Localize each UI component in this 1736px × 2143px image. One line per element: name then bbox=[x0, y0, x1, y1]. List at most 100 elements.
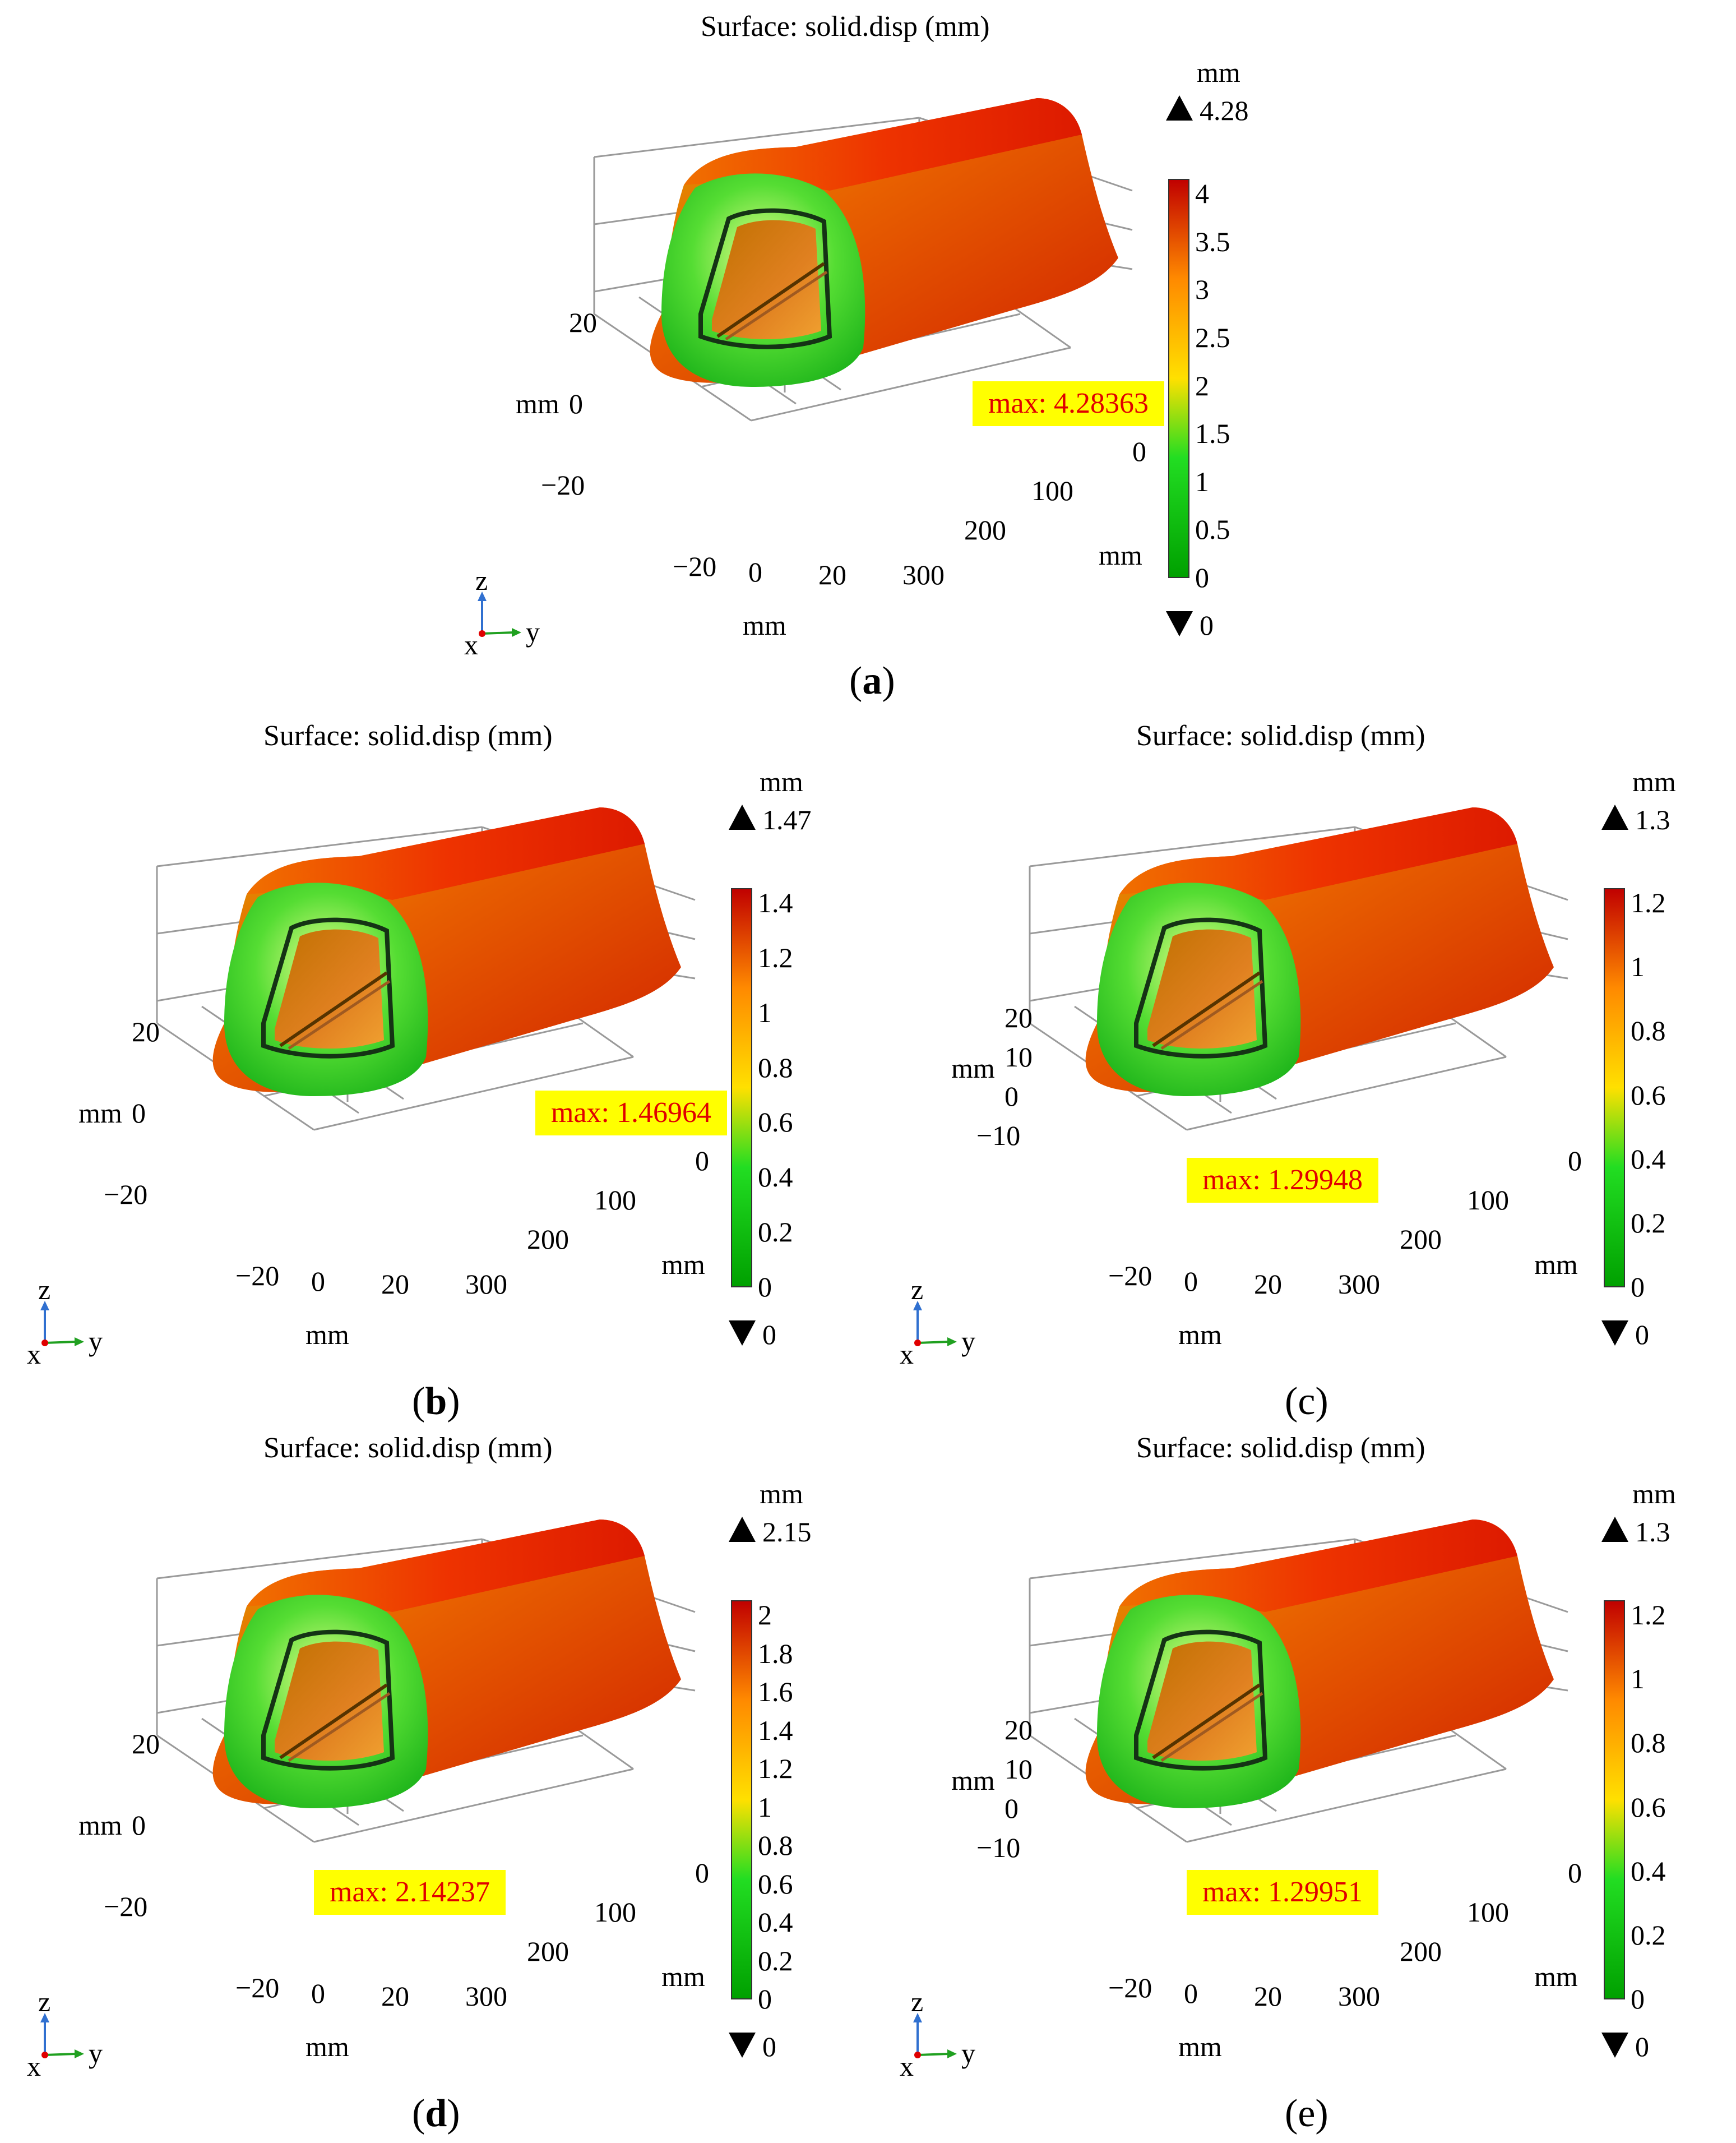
panel-a: Surface: solid.disp (mm) mm 4.28 0 4 3.5 3 2.5 2… bbox=[437, 0, 1300, 701]
triad-z-label: z bbox=[911, 1274, 924, 1305]
y-tick-label: 300 bbox=[1338, 1268, 1380, 1300]
max-annotation: max: 4.28363 bbox=[973, 381, 1164, 426]
colorbar-tick-label: 1.6 bbox=[758, 1676, 793, 1707]
x-tick-label: 20 bbox=[818, 559, 846, 590]
x-axis-unit: mm bbox=[1178, 2031, 1222, 2062]
caption-close: ) bbox=[447, 1380, 460, 1423]
colorbar-max-value: 1.47 bbox=[762, 804, 812, 835]
colorbar-tick-label: 1.4 bbox=[758, 1714, 793, 1746]
panel-caption: (b) bbox=[412, 1382, 460, 1421]
colorbar-tick-label: 0.8 bbox=[758, 1051, 793, 1083]
y-axis-unit: mm bbox=[1534, 1249, 1578, 1280]
caption-letter: d bbox=[425, 2092, 447, 2135]
colorbar-max-value: 4.28 bbox=[1200, 95, 1249, 126]
triad-z-label: z bbox=[475, 565, 488, 596]
colorbar-tick-label: 0.4 bbox=[1631, 1143, 1666, 1175]
deformed-beam bbox=[1085, 807, 1554, 1096]
x-tick-label: 20 bbox=[381, 1268, 409, 1300]
y-tick-label: 200 bbox=[1400, 1223, 1442, 1255]
x-tick-label: 0 bbox=[311, 1266, 325, 1297]
colorbar-max-value: 2.15 bbox=[762, 1516, 812, 1548]
min-triangle-icon bbox=[1601, 1320, 1628, 1346]
deformed-beam bbox=[212, 807, 681, 1096]
caption-open: ( bbox=[1285, 1380, 1298, 1423]
z-tick-label: −20 bbox=[104, 1891, 148, 1922]
colorbar-tick-label: 4 bbox=[1195, 178, 1209, 209]
colorbar bbox=[1166, 95, 1193, 636]
colorbar-tick-label: 1.2 bbox=[758, 1753, 793, 1784]
colorbar-min-value: 0 bbox=[1200, 609, 1214, 641]
max-annotation: max: 1.29948 bbox=[1187, 1158, 1378, 1203]
colorbar-tick-label: 0.4 bbox=[758, 1161, 793, 1193]
x-axis-unit: mm bbox=[305, 1319, 349, 1350]
colorbar-tick-label: 1 bbox=[758, 1791, 772, 1823]
x-tick-label: −20 bbox=[235, 1972, 280, 2003]
max-annotation: max: 1.46964 bbox=[535, 1091, 727, 1135]
colorbar-tick-label: 1 bbox=[1195, 465, 1209, 497]
colorbar-tick-label: 0.2 bbox=[758, 1945, 793, 1976]
axis-triad bbox=[478, 592, 521, 637]
max-triangle-icon bbox=[1601, 805, 1628, 830]
triad-x-label: x bbox=[27, 2050, 41, 2082]
caption-letter: e bbox=[1298, 2092, 1316, 2135]
z-axis-unit: mm bbox=[951, 1765, 995, 1796]
colorbar-tick-label: 3.5 bbox=[1195, 225, 1230, 257]
plot-scene bbox=[913, 1517, 1628, 2058]
colorbar-tick-label: 1.2 bbox=[1631, 1599, 1666, 1631]
panel-caption: (c) bbox=[1285, 1382, 1328, 1421]
colorbar-tick-label: 0.2 bbox=[758, 1216, 793, 1248]
colorbar-max-value: 1.3 bbox=[1635, 1516, 1670, 1548]
axis-triad bbox=[913, 2013, 957, 2058]
colorbar-min-value: 0 bbox=[1635, 2031, 1649, 2062]
colorbar-tick-label: 1 bbox=[1631, 1663, 1645, 1695]
colorbar-tick-label: 0.6 bbox=[1631, 1791, 1666, 1823]
triad-z-label: z bbox=[38, 1274, 51, 1305]
triad-x-label: x bbox=[900, 2050, 914, 2082]
axis-triad bbox=[40, 1301, 84, 1346]
max-triangle-icon bbox=[729, 1517, 756, 1542]
colorbar-tick-label: 0 bbox=[1631, 1983, 1645, 2015]
x-tick-label: 0 bbox=[1184, 1266, 1198, 1297]
colorbar-tick-label: 1.2 bbox=[1631, 887, 1666, 918]
min-triangle-icon bbox=[1601, 2033, 1628, 2058]
max-triangle-icon bbox=[1601, 1517, 1628, 1542]
colorbar-tick-label: 0.8 bbox=[1631, 1727, 1666, 1759]
y-tick-label: 200 bbox=[527, 1936, 569, 1967]
min-triangle-icon bbox=[729, 2033, 756, 2058]
y-tick-label: 100 bbox=[1467, 1184, 1509, 1216]
colorbar-tick-label: 1 bbox=[758, 996, 772, 1028]
x-tick-label: −20 bbox=[1108, 1972, 1152, 2003]
colorbar-max-value: 1.3 bbox=[1635, 804, 1670, 835]
colorbar-tick-label: 0 bbox=[758, 1271, 772, 1303]
x-tick-label: 20 bbox=[1254, 1268, 1282, 1300]
x-tick-label: 0 bbox=[1184, 1978, 1198, 2009]
z-tick-label: −10 bbox=[976, 1832, 1021, 1863]
y-tick-label: 300 bbox=[1338, 1980, 1380, 2012]
deformed-beam bbox=[650, 98, 1118, 387]
colorbar-tick-label: 1.2 bbox=[758, 941, 793, 973]
caption-open: ( bbox=[849, 659, 863, 703]
z-tick-label: 20 bbox=[569, 307, 597, 338]
panel-caption: (d) bbox=[412, 2094, 460, 2133]
plot-scene bbox=[40, 805, 756, 1346]
triad-z-label: z bbox=[911, 1986, 924, 2017]
y-tick-label: 0 bbox=[1568, 1857, 1582, 1888]
max-annotation: max: 2.14237 bbox=[314, 1870, 506, 1915]
colorbar-tick-label: 0.4 bbox=[758, 1906, 793, 1938]
x-tick-label: −20 bbox=[1108, 1260, 1152, 1291]
x-tick-label: 20 bbox=[381, 1980, 409, 2012]
colorbar-tick-label: 2.5 bbox=[1195, 321, 1230, 353]
colorbar-tick-label: 0.2 bbox=[1631, 1919, 1666, 1951]
triad-y-label: y bbox=[89, 2038, 103, 2069]
y-axis-unit: mm bbox=[1099, 539, 1142, 571]
y-tick-label: 0 bbox=[1568, 1145, 1582, 1176]
y-tick-label: 0 bbox=[695, 1857, 709, 1888]
colorbar-unit: mm bbox=[760, 766, 803, 797]
min-triangle-icon bbox=[1166, 611, 1193, 636]
caption-letter: a bbox=[862, 659, 882, 703]
colorbar bbox=[729, 805, 756, 1346]
y-tick-label: 100 bbox=[594, 1184, 636, 1216]
z-tick-label: 20 bbox=[1004, 1002, 1033, 1033]
plot-scene bbox=[40, 1517, 756, 2058]
y-tick-label: 200 bbox=[964, 514, 1006, 546]
